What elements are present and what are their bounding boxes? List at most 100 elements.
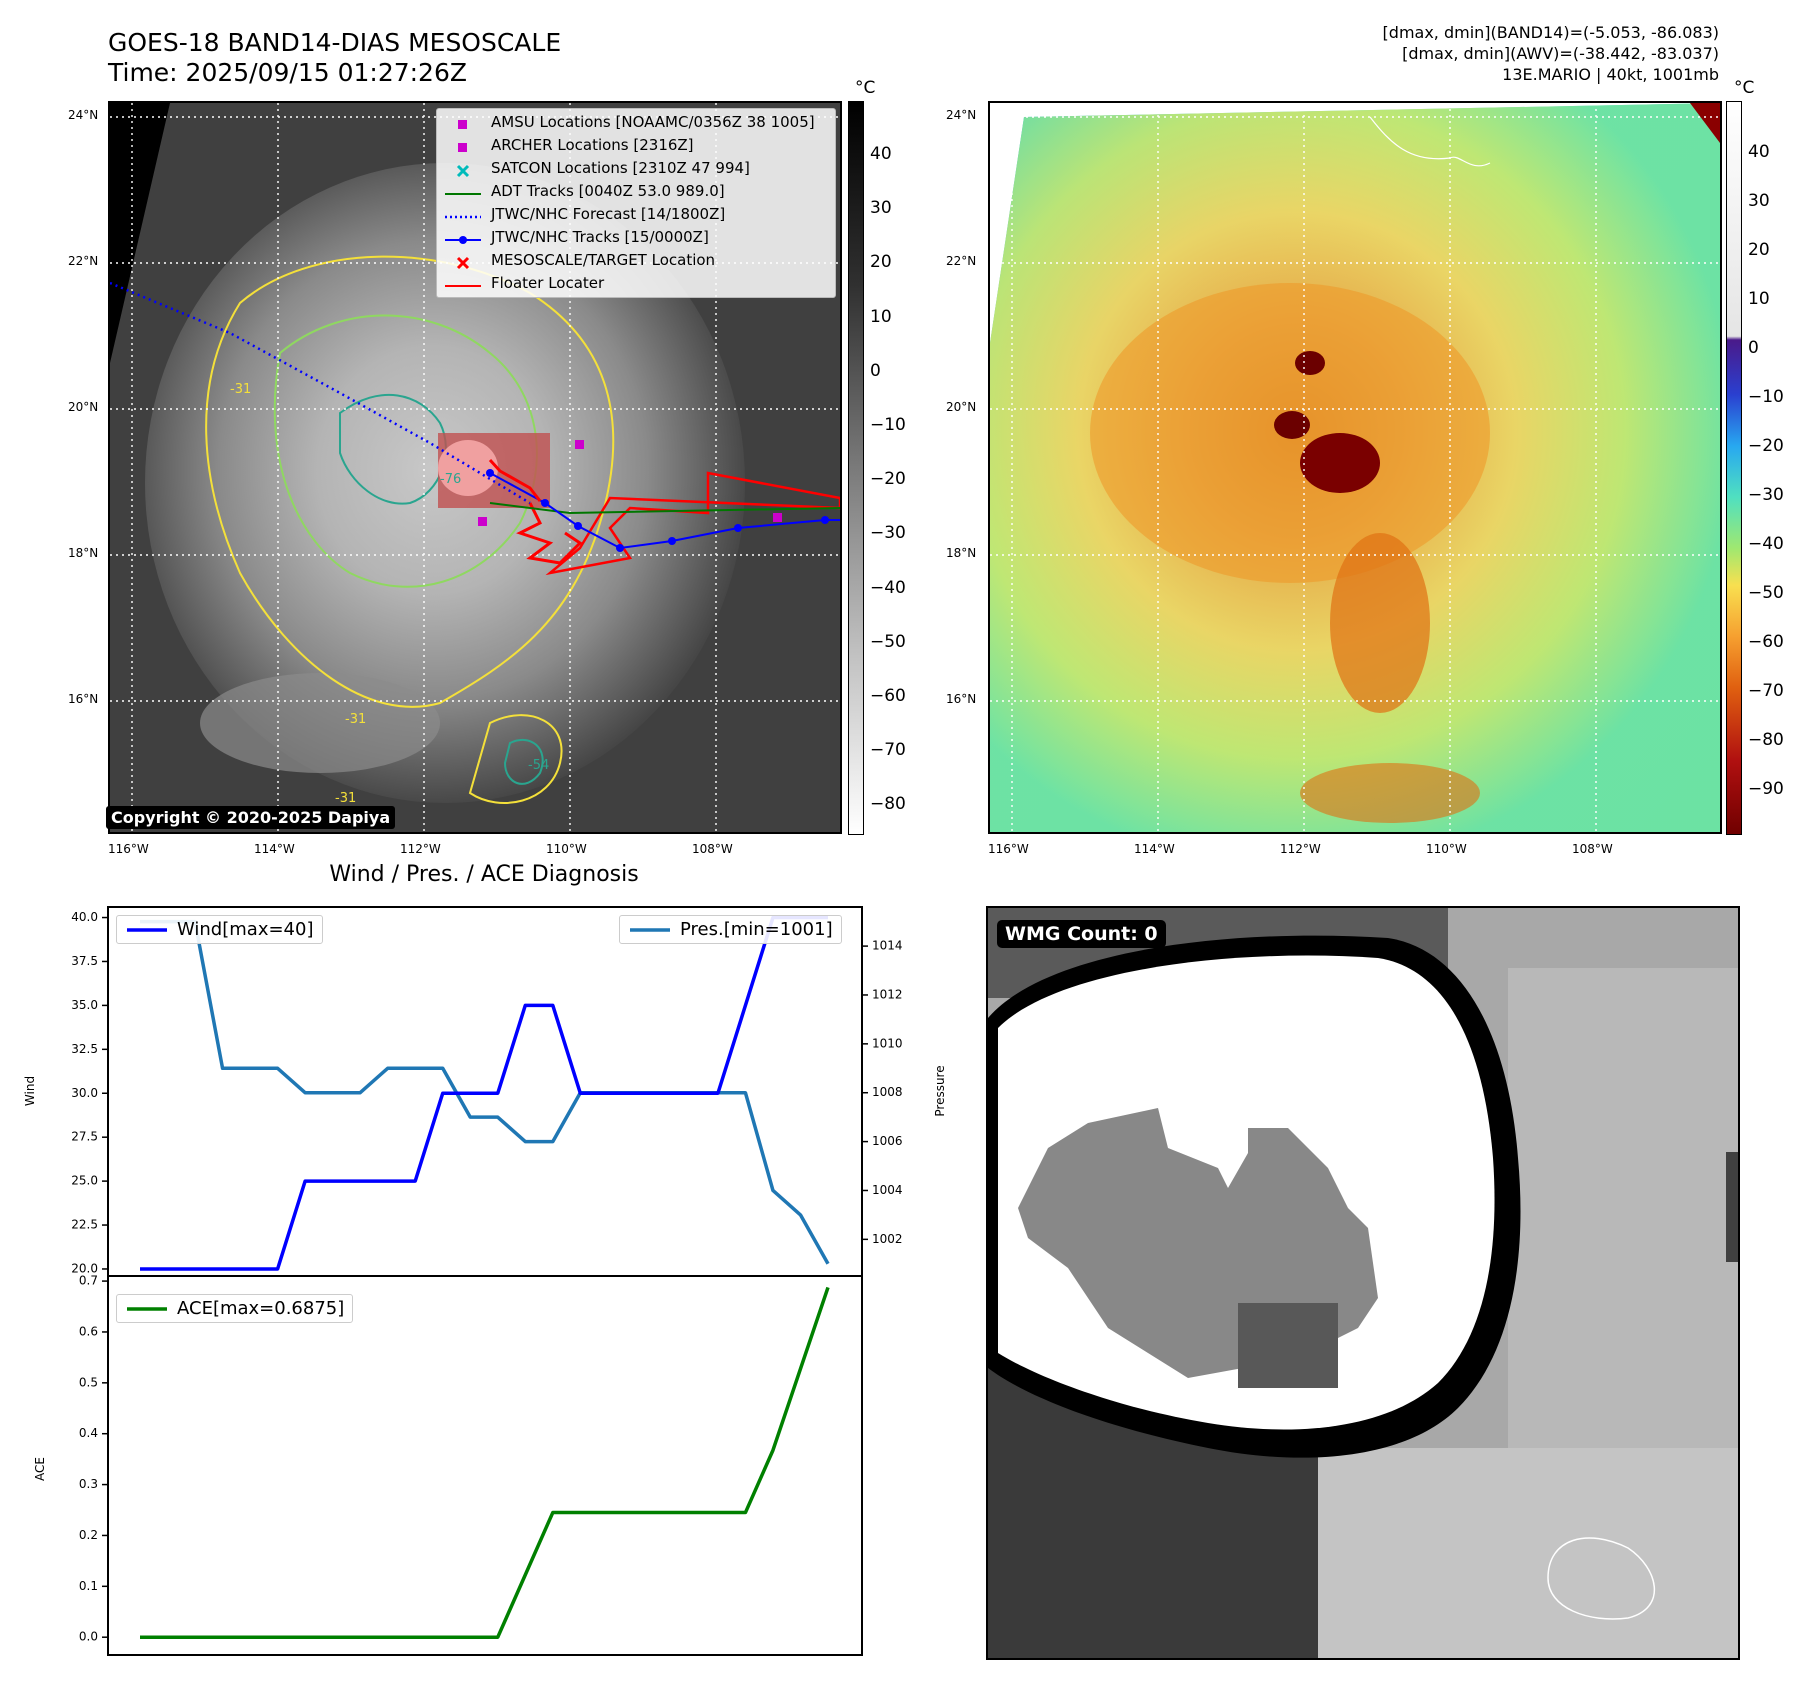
colorbar-tick: −20 [870,469,906,490]
wind-tick-label: 32.5 [71,1042,98,1056]
pres-tick-label: 1012 [872,987,903,1001]
ir-color-map [988,101,1722,834]
lat-label: 20°N [68,400,99,414]
contour-label: -54 [528,758,549,773]
colorbar-tick: 20 [1748,240,1770,260]
legend-symbol [443,162,483,177]
legend-satcon: SATCON Locations [2310Z 47 994] [443,157,827,180]
stats-awv: [dmax, dmin](AWV)=(-38.442, -83.037) [1402,44,1719,63]
legend-adt: ADT Tracks [0040Z 53.0 989.0] [443,180,827,203]
ace-tick-label: 0.4 [79,1426,98,1440]
pres-legend: Pres.[min=1001] [619,915,842,944]
legend-label: ACE[max=0.6875] [177,1298,345,1319]
lon-label: 112°W [400,842,441,856]
colorbar-tick: −60 [1748,632,1784,652]
ace-tick-label: 0.0 [79,1630,98,1644]
colorbar-tick: −20 [1748,436,1784,456]
lat-label: 22°N [68,254,99,268]
colorbar-tick: −30 [1748,485,1784,505]
lon-label: 112°W [1280,842,1321,856]
legend-target: MESOSCALE/TARGET Location [443,249,827,272]
colorbar-gray [848,101,864,835]
dark-core [1238,1303,1338,1388]
lat-label: 16°N [946,692,977,706]
colorbar-tick: 20 [870,252,892,273]
legend-label: Floater Locater [491,274,605,292]
wind-tick-label: 27.5 [71,1130,98,1144]
wind-y-ticks: 40.0 37.5 35.0 32.5 30.0 27.5 25.0 22.5 20.0 [71,910,108,1275]
title-line-2: Time: 2025/09/15 01:27:26Z [108,58,467,87]
colorbar-tick: −40 [870,577,906,598]
lat-label: 24°N [68,108,99,122]
legend-archer: ARCHER Locations [2316Z] [443,134,827,157]
target-region [438,440,498,496]
lon-label: 116°W [988,842,1029,856]
colorbar-tick: −90 [1748,779,1784,799]
colorbar-tick: 30 [1748,191,1770,211]
colorbar-tick: 40 [870,144,892,164]
stats-header: [dmax, dmin](BAND14)=(-5.053, -86.083) [… [1383,22,1719,85]
jtwc-forecast-track [110,281,531,505]
colorbar-tick: −70 [1748,681,1784,701]
colorbar-tick: 0 [1748,338,1759,358]
pres-tick-label: 1002 [872,1232,903,1246]
diagnosis-chart: 40.0 37.5 35.0 32.5 30.0 27.5 25.0 22.5 20.0 101… [23,906,947,1656]
lon-label: 110°W [1426,842,1467,856]
legend-symbol [127,1306,167,1311]
pressure-axis-label: Pressure [933,1065,947,1116]
coastline [1547,1537,1656,1620]
legend-symbol [443,116,483,130]
colorbar-tick: 10 [1748,289,1770,309]
ace-axes [107,1275,863,1656]
ace-tick-label: 0.1 [79,1579,98,1593]
map-legend: AMSU Locations [NOAAMC/0356Z 38 1005] AR… [436,108,836,298]
contour-label: -31 [345,712,366,727]
legend-floater: Floater Locater [443,272,827,295]
pres-y-ticks: 1014 1012 1010 1008 1006 1004 1002 [862,939,903,1246]
wind-tick-label: 37.5 [71,954,98,968]
coastline [1369,116,1491,167]
wind-tick-label: 40.0 [71,910,98,924]
wmg-panel [986,906,1740,1660]
title-line-1: GOES-18 BAND14-DIAS MESOSCALE [108,28,562,57]
lon-label: 110°W [546,842,587,856]
legend-label: SATCON Locations [2310Z 47 994] [491,159,750,177]
wind-tick-label: 25.0 [71,1174,98,1188]
legend-symbol [443,185,483,199]
lat-label: 16°N [68,692,99,706]
contour-label: -31 [335,791,356,806]
jtwc-track [489,472,840,550]
contour-label: -76 [440,472,461,487]
ace-legend: ACE[max=0.6875] [116,1294,354,1323]
wind-series-line [140,915,828,1271]
legend-label: MESOSCALE/TARGET Location [491,251,716,269]
cold-cloud-core [1300,433,1380,493]
page-title: GOES-18 BAND14-DIAS MESOSCALE Time: 2025… [108,28,561,88]
adt-track [489,502,840,515]
lat-label: 18°N [946,546,977,560]
stats-band14: [dmax, dmin](BAND14)=(-5.053, -86.083) [1382,23,1719,42]
pres-tick-label: 1010 [872,1036,903,1050]
legend-symbol [630,927,670,932]
wind-tick-label: 35.0 [71,998,98,1012]
ace-tick-label: 0.7 [79,1274,98,1288]
legend-symbol [443,208,483,222]
legend-label: Wind[max=40] [177,919,314,940]
colorbar-tick: −10 [870,415,906,435]
lon-label: 108°W [1572,842,1613,856]
legend-symbol [127,927,167,932]
colorbar-tick: −60 [870,686,906,706]
legend-symbol [443,277,483,291]
storm-info: 13E.MARIO | 40kt, 1001mb [1502,65,1719,84]
colorbar-tick: −40 [1748,534,1784,554]
lat-label: 20°N [946,400,977,414]
legend-symbol [443,139,483,153]
contour-label: -31 [230,382,251,397]
map-gridlines [110,103,840,832]
pres-tick-label: 1006 [872,1134,903,1148]
ir-color-map-svg [990,103,1720,832]
lon-label: 114°W [254,842,295,856]
colorbar-tick: −80 [870,794,906,815]
wind-tick-label: 30.0 [71,1086,98,1100]
lon-label: 116°W [108,842,149,856]
